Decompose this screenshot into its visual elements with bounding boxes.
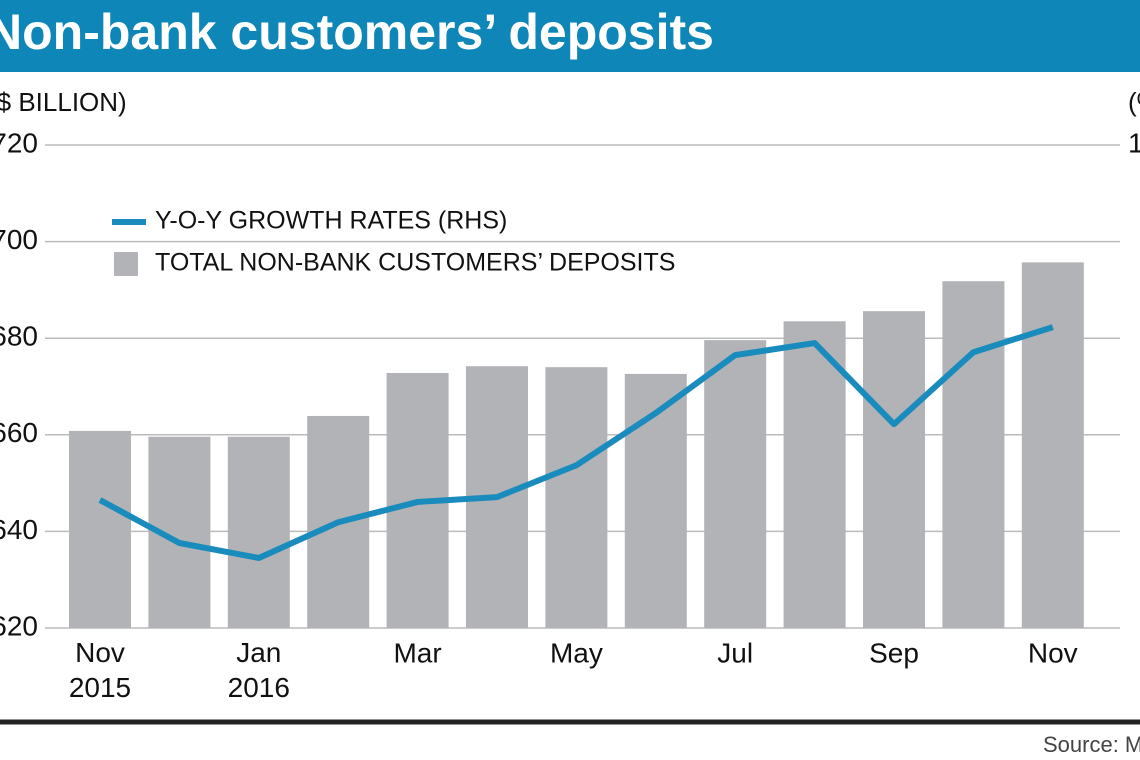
y-tick-label: 620	[0, 610, 38, 641]
y2-axis-label: (%)	[1128, 87, 1140, 117]
chart-title: Non-bank customers’ deposits	[0, 4, 714, 60]
y-tick-label: 660	[0, 417, 38, 448]
legend-label: TOTAL NON-BANK CUSTOMERS’ DEPOSITS	[155, 249, 675, 277]
y-tick-label: 680	[0, 321, 38, 352]
bar	[942, 281, 1005, 628]
x-tick-label: Sep	[869, 637, 919, 668]
bar	[1021, 262, 1084, 628]
bar	[704, 340, 767, 628]
y-tick-label: 700	[0, 224, 38, 255]
bar	[783, 321, 846, 628]
x-tick-label: Mar	[393, 637, 441, 668]
y-tick-label: 720	[0, 127, 38, 158]
bar	[545, 367, 608, 628]
x-tick-label: Nov	[1028, 637, 1078, 668]
x-tick-label: Jul	[717, 637, 753, 668]
y2-tick-label: 10	[1128, 127, 1140, 158]
y-axis-label: ($ BILLION)	[0, 87, 127, 117]
x-tick-label: Nov 2015	[69, 637, 131, 703]
bar	[863, 311, 925, 628]
bar	[227, 436, 290, 628]
bar	[69, 430, 131, 628]
x-tick-label: May	[550, 637, 603, 668]
source: Source: MAS	[1043, 732, 1140, 757]
legend-swatch	[114, 252, 138, 276]
line	[98, 324, 1054, 561]
legend-label: Y-O-Y GROWTH RATES (RHS)	[155, 207, 507, 235]
y-tick-label: 640	[0, 514, 38, 545]
x-tick-label: Jan 2016	[228, 637, 290, 703]
title-bar	[0, 0, 1140, 72]
